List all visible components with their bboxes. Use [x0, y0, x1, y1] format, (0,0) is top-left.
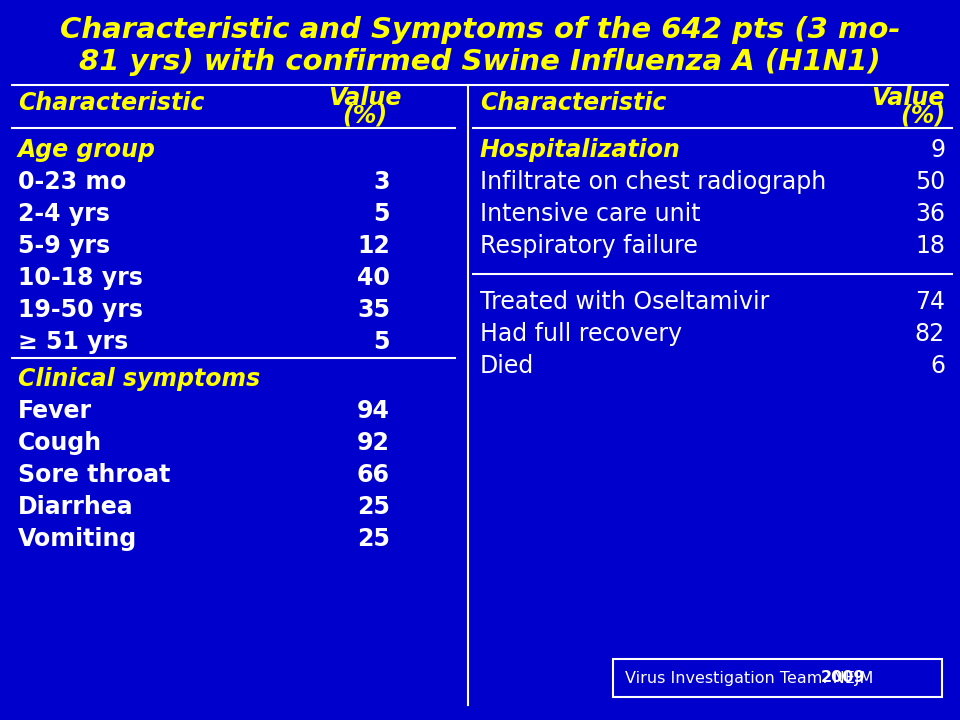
Text: Treated with Oseltamivir: Treated with Oseltamivir — [480, 290, 769, 314]
Text: Clinical symptoms: Clinical symptoms — [18, 367, 260, 391]
Text: 6: 6 — [930, 354, 945, 378]
Text: Respiratory failure: Respiratory failure — [480, 234, 698, 258]
Text: Characteristic: Characteristic — [480, 91, 666, 115]
Text: 3: 3 — [373, 170, 390, 194]
Text: 2-4 yrs: 2-4 yrs — [18, 202, 109, 226]
Text: 5-9 yrs: 5-9 yrs — [18, 234, 110, 258]
Text: 82: 82 — [915, 322, 945, 346]
Text: 25: 25 — [357, 495, 390, 519]
Text: Fever: Fever — [18, 399, 92, 423]
Text: 10-18 yrs: 10-18 yrs — [18, 266, 143, 290]
Text: Infiltrate on chest radiograph: Infiltrate on chest radiograph — [480, 170, 827, 194]
Text: (%): (%) — [900, 103, 945, 127]
Text: 9: 9 — [930, 138, 945, 162]
Text: 5: 5 — [373, 330, 390, 354]
Text: Age group: Age group — [18, 138, 156, 162]
Text: Vomiting: Vomiting — [18, 527, 137, 551]
Text: 94: 94 — [357, 399, 390, 423]
Text: 0-23 mo: 0-23 mo — [18, 170, 127, 194]
Text: Characteristic: Characteristic — [18, 91, 204, 115]
Text: 19-50 yrs: 19-50 yrs — [18, 298, 143, 322]
Text: 36: 36 — [915, 202, 945, 226]
Text: 81 yrs) with confirmed Swine Influenza A (H1N1): 81 yrs) with confirmed Swine Influenza A… — [79, 48, 881, 76]
Text: Sore throat: Sore throat — [18, 463, 170, 487]
Text: 18: 18 — [915, 234, 945, 258]
Text: Hospitalization: Hospitalization — [480, 138, 681, 162]
Text: Died: Died — [480, 354, 535, 378]
Text: ≥ 51 yrs: ≥ 51 yrs — [18, 330, 129, 354]
FancyBboxPatch shape — [613, 659, 942, 697]
Text: 25: 25 — [357, 527, 390, 551]
Text: 74: 74 — [915, 290, 945, 314]
Text: 12: 12 — [357, 234, 390, 258]
Text: Intensive care unit: Intensive care unit — [480, 202, 701, 226]
Text: 50: 50 — [915, 170, 945, 194]
Text: Diarrhea: Diarrhea — [18, 495, 133, 519]
Text: 5: 5 — [373, 202, 390, 226]
Text: (%): (%) — [343, 103, 388, 127]
Text: Characteristic and Symptoms of the 642 pts (3 mo-: Characteristic and Symptoms of the 642 p… — [60, 16, 900, 44]
Text: Cough: Cough — [18, 431, 102, 455]
Text: Virus Investigation Team. NEJM: Virus Investigation Team. NEJM — [625, 670, 878, 685]
Text: 35: 35 — [357, 298, 390, 322]
Text: Value: Value — [328, 86, 401, 110]
Text: Value: Value — [872, 86, 945, 110]
Text: Had full recovery: Had full recovery — [480, 322, 683, 346]
Text: 40: 40 — [357, 266, 390, 290]
Text: 2009: 2009 — [821, 670, 866, 685]
Text: 66: 66 — [357, 463, 390, 487]
Text: 92: 92 — [357, 431, 390, 455]
